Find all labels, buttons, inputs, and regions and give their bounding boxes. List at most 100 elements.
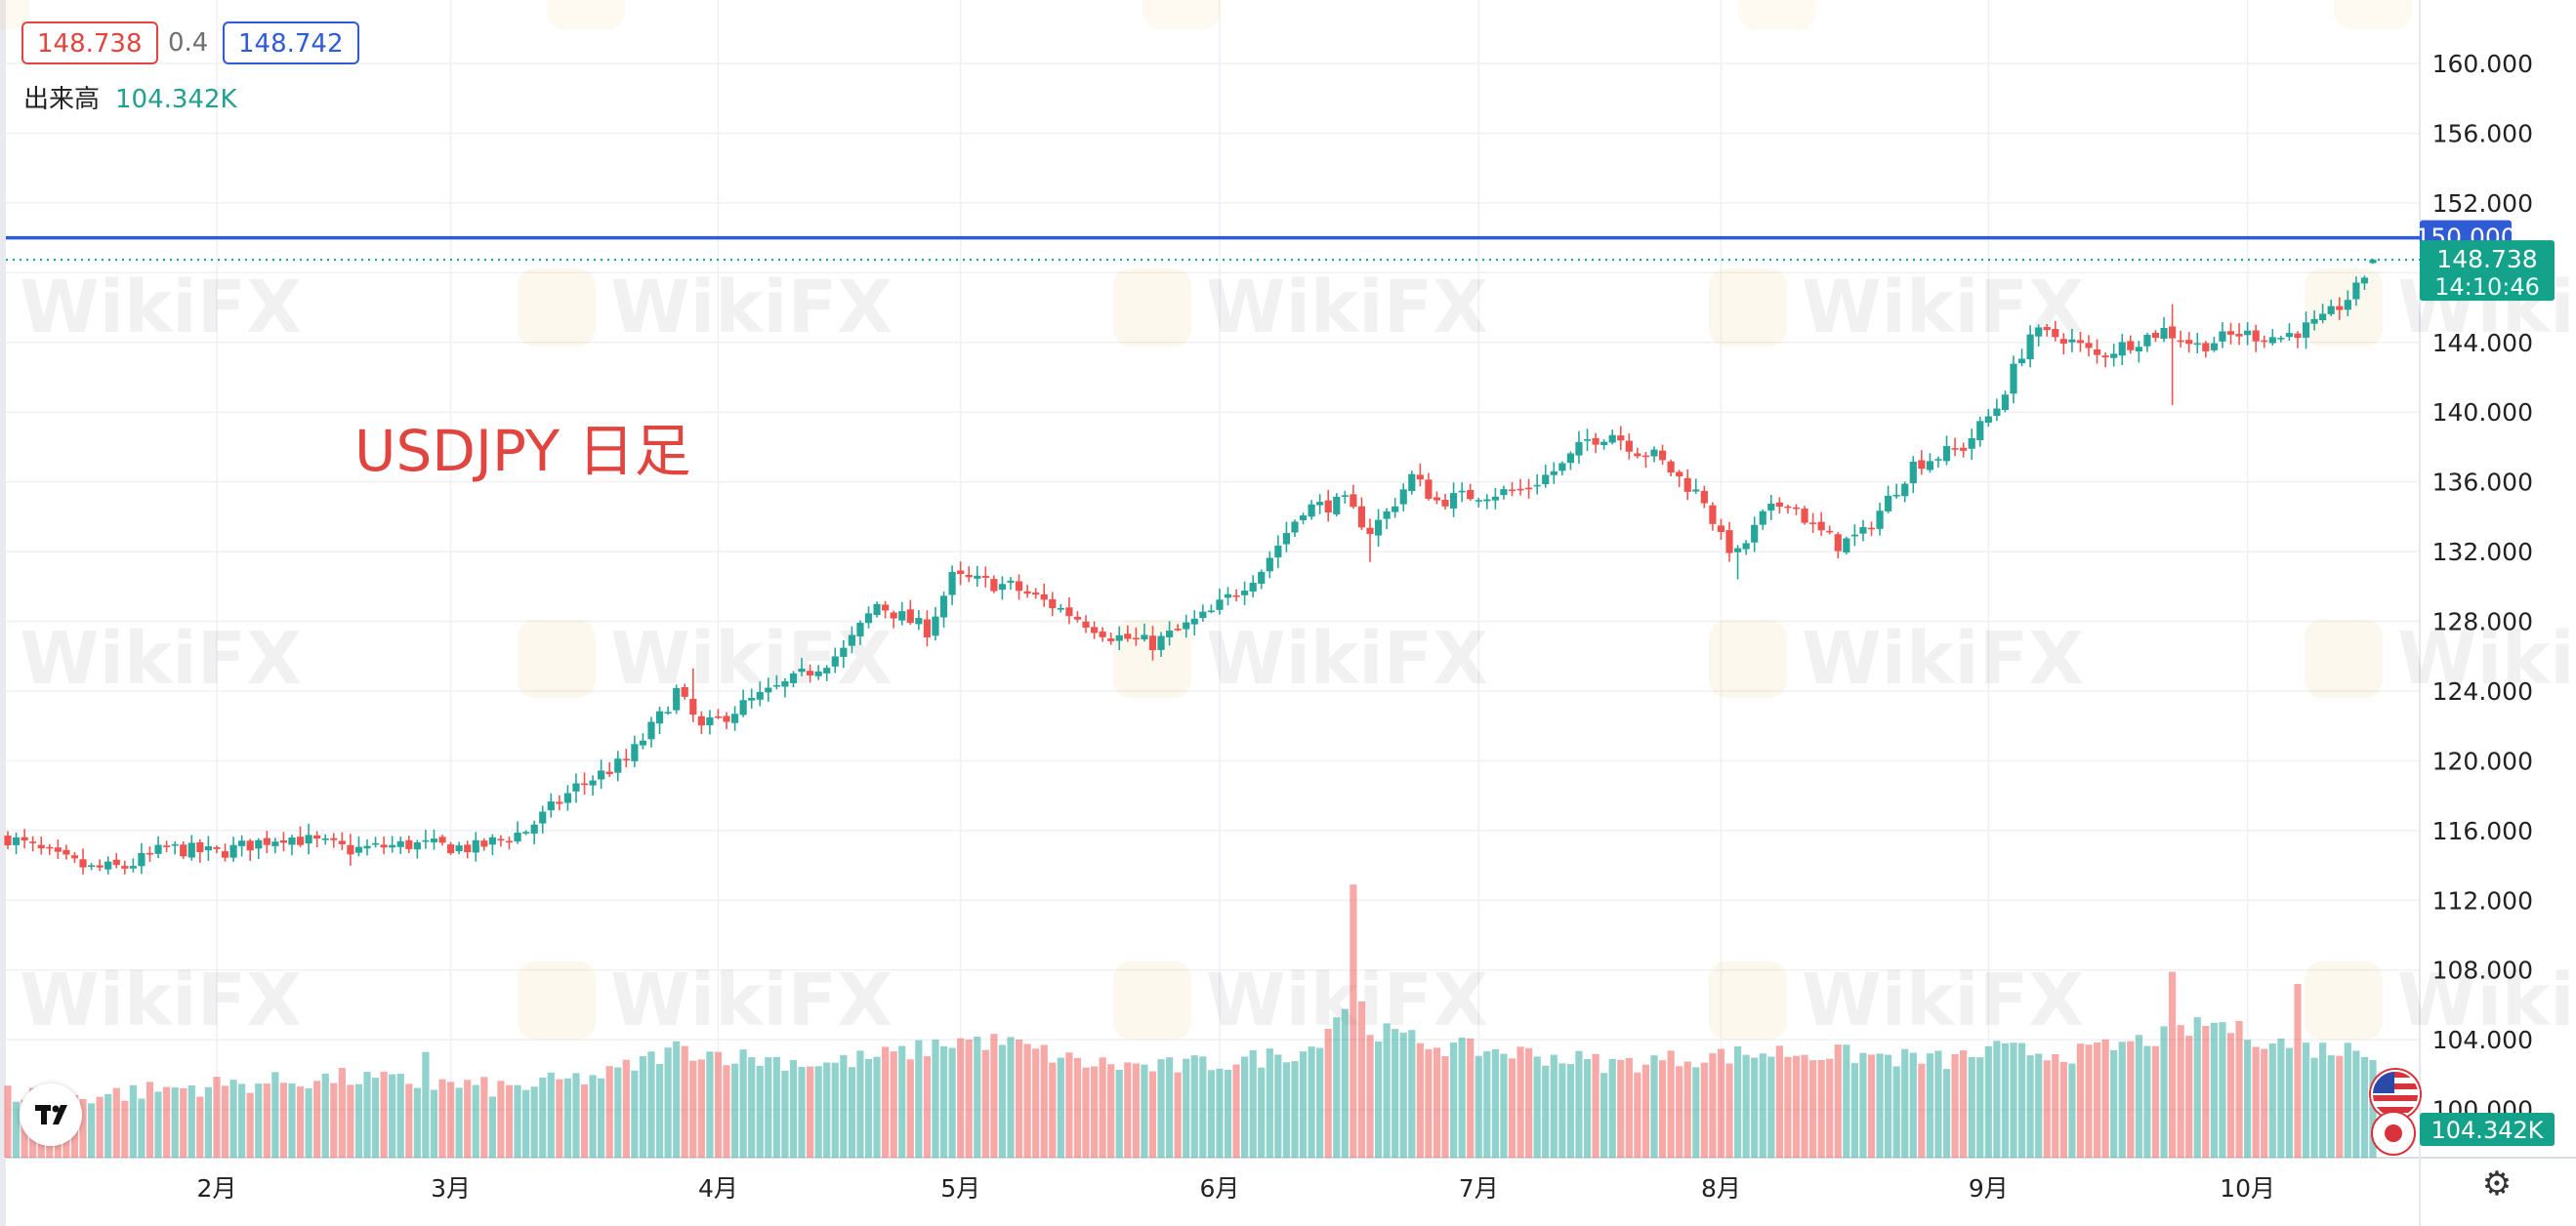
volume-bar <box>187 1084 195 1158</box>
volume-bar <box>96 1096 104 1158</box>
volume-bar <box>655 1064 664 1158</box>
gear-icon[interactable]: ⚙ <box>2481 1165 2513 1204</box>
candle-body <box>898 611 906 621</box>
volume-bar <box>1458 1038 1466 1158</box>
volume-bar <box>697 1059 705 1158</box>
candle-body <box>1483 499 1491 502</box>
candle-body <box>1901 483 1909 497</box>
candle-body <box>530 824 538 835</box>
us-flag-icon <box>2371 1070 2420 1119</box>
watermark-logo: WikiFX <box>20 959 302 1042</box>
volume-bar <box>354 1083 363 1158</box>
price-tick-label: 116.000 <box>2432 817 2533 845</box>
candle-body <box>1909 461 1917 484</box>
price-axis[interactable]: 160.000156.000152.000148.000144.000140.0… <box>2415 50 2555 1146</box>
candle-body <box>730 714 739 723</box>
candle-body <box>923 619 932 637</box>
volume-bar <box>129 1084 137 1158</box>
volume-bar <box>1717 1048 1725 1158</box>
volume-bar <box>455 1087 463 1158</box>
volume-bar <box>572 1073 580 1158</box>
volume-bar <box>781 1070 789 1158</box>
watermark-logo: WikiFX <box>610 266 893 349</box>
volume-bar <box>2093 1042 2101 1158</box>
candle-body <box>480 840 488 847</box>
volume-bar <box>1508 1058 1517 1158</box>
volume-bar <box>1308 1046 1315 1158</box>
volume-bar <box>2302 1042 2310 1158</box>
volume-bar <box>1641 1064 1650 1158</box>
candle-body <box>1575 441 1583 456</box>
volume-bar <box>2043 1060 2051 1158</box>
volume-bar <box>1817 1059 1825 1158</box>
candle-body <box>1408 473 1416 492</box>
candle-body <box>1617 435 1625 441</box>
candle-body <box>1040 593 1048 600</box>
candle-body <box>1491 496 1499 501</box>
candle-body <box>906 609 914 624</box>
volume-bar <box>856 1050 864 1158</box>
volume-bar <box>1416 1042 1424 1158</box>
candle-body <box>823 668 831 674</box>
volume-bar <box>371 1078 380 1158</box>
candle-body <box>848 634 855 646</box>
volume-bar <box>305 1087 312 1158</box>
volume-bar <box>1918 1063 1926 1158</box>
price-candles <box>4 259 2377 875</box>
candle-body <box>464 844 472 853</box>
price-levels[interactable] <box>6 235 2420 262</box>
candle-body <box>1374 519 1383 536</box>
volume-bar <box>405 1083 413 1158</box>
candle-body <box>990 579 998 592</box>
volume-bar <box>1826 1058 1834 1158</box>
volume-bar <box>1032 1048 1040 1158</box>
candle-body <box>422 839 430 842</box>
volume-bar <box>765 1057 772 1158</box>
time-axis[interactable]: 2月 3月 4月 5月 6月 7月 8月 9月 10月 <box>197 1174 2276 1203</box>
volume-bar <box>1040 1044 1048 1158</box>
volume-bar <box>2076 1043 2085 1158</box>
candle-body <box>2252 330 2260 342</box>
candle-body <box>605 771 613 775</box>
volume-bar <box>1742 1054 1750 1158</box>
candle-body <box>739 700 747 715</box>
candle-body <box>1199 611 1207 619</box>
candle-body <box>138 852 145 867</box>
candle-body <box>932 616 939 636</box>
volume-bar <box>514 1084 521 1158</box>
volume-bar <box>1282 1062 1291 1158</box>
candle-body <box>1885 495 1892 511</box>
candle-body <box>882 604 890 611</box>
price-change: 0.4 <box>168 28 209 58</box>
watermark-logo <box>2305 620 2383 698</box>
candle-body <box>2285 333 2294 338</box>
price-tick-label: 128.000 <box>2432 608 2533 636</box>
candle-body <box>1517 488 1524 491</box>
candle-body <box>1324 500 1332 513</box>
candle-body <box>96 865 104 868</box>
volume-bar <box>180 1087 187 1158</box>
last-price-box: 148.742 <box>223 21 359 64</box>
volume-bar <box>1926 1053 1934 1158</box>
tradingview-logo-icon[interactable] <box>20 1083 82 1146</box>
volume-bar <box>1517 1046 1524 1158</box>
volume-bar <box>906 1059 914 1158</box>
candle-body <box>1566 453 1575 464</box>
candle-body <box>1658 450 1667 461</box>
candle-body <box>1625 440 1633 452</box>
candle-body <box>1592 437 1600 445</box>
volume-bar <box>1366 1035 1374 1158</box>
watermark-logo <box>2334 0 2412 29</box>
volume-bar <box>990 1034 998 1158</box>
candle-body <box>1775 502 1783 508</box>
candle-body <box>129 866 137 869</box>
candle-body <box>1316 502 1324 506</box>
volume-bar <box>1558 1063 1566 1158</box>
volume-bar <box>1767 1056 1775 1158</box>
candle-body <box>2160 327 2168 340</box>
candle-body <box>380 844 388 848</box>
watermark-logo <box>2305 961 2383 1040</box>
volume-bar <box>1533 1056 1541 1158</box>
candle-body <box>1224 593 1232 598</box>
